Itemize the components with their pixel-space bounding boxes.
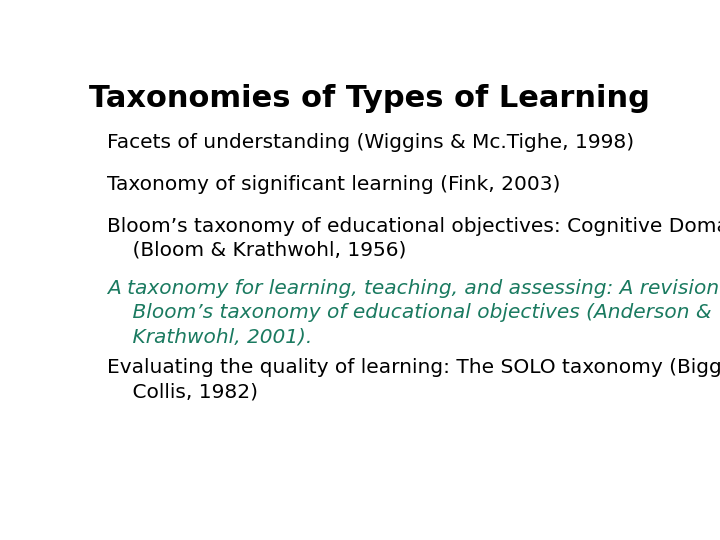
- Text: A taxonomy for learning, teaching, and assessing: A revision of
    Bloom’s taxo: A taxonomy for learning, teaching, and a…: [107, 279, 720, 347]
- Text: Bloom’s taxonomy of educational objectives: Cognitive Domain
    (Bloom & Krathw: Bloom’s taxonomy of educational objectiv…: [107, 217, 720, 260]
- Text: Taxonomies of Types of Learning: Taxonomies of Types of Learning: [89, 84, 649, 112]
- Text: Evaluating the quality of learning: The SOLO taxonomy (Biggs &
    Collis, 1982): Evaluating the quality of learning: The …: [107, 358, 720, 401]
- Text: Facets of understanding (Wiggins & Mc.Tighe, 1998): Facets of understanding (Wiggins & Mc.Ti…: [107, 133, 634, 152]
- Text: Taxonomy of significant learning (Fink, 2003): Taxonomy of significant learning (Fink, …: [107, 175, 560, 194]
